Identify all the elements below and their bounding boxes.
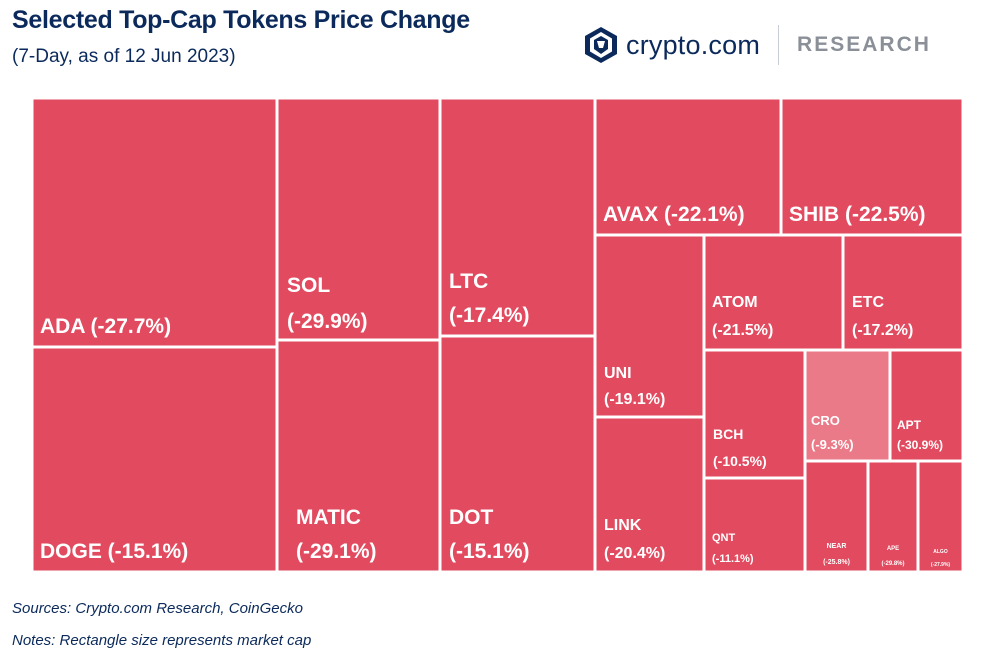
tile-shib: SHIB (-22.5%): [779, 96, 965, 237]
tile-value-sol: (-29.9%): [287, 310, 368, 333]
tile-label-avax: AVAX (-22.1%): [603, 203, 745, 226]
tile-rect-qnt: [702, 476, 807, 574]
tile-label-ada: ADA (-27.7%): [40, 315, 171, 338]
tile-rect-ltc: [438, 96, 597, 338]
tile-label-link: LINK: [604, 517, 642, 534]
tile-label-shib: SHIB (-22.5%): [789, 203, 926, 226]
tile-rect-doge: [30, 345, 279, 574]
brand-name: crypto.com: [626, 29, 761, 60]
tile-rect-matic: [275, 338, 442, 574]
brand-logo: crypto.com RESEARCH: [584, 24, 931, 66]
tile-value-qnt: (-11.1%): [712, 553, 754, 565]
tile-rect-bch: [702, 348, 807, 480]
tile-label-apt: APT: [897, 418, 922, 432]
tile-matic: MATIC (-29.1%): [275, 338, 442, 574]
tile-label-cro: CRO: [811, 413, 840, 428]
tile-label-near: NEAR: [827, 543, 847, 550]
tile-value-ltc: (-17.4%): [449, 304, 530, 327]
chart-notes: Notes: Rectangle size represents market …: [12, 632, 312, 649]
tile-value-algo: (-27.9%): [931, 562, 951, 568]
tile-apt: APT (-30.9%): [888, 348, 965, 463]
tile-avax: AVAX (-22.1%): [593, 96, 783, 237]
tile-value-bch: (-10.5%): [713, 453, 767, 469]
brand-section: RESEARCH: [797, 33, 931, 56]
tile-value-link: (-20.4%): [604, 545, 665, 562]
tile-near: NEAR (-25.8%): [803, 459, 870, 574]
tile-rect-ada: [30, 96, 279, 349]
tile-value-atom: (-21.5%): [712, 322, 773, 339]
tile-label-uni: UNI: [604, 365, 632, 382]
tile-sol: SOL (-29.9%): [275, 96, 442, 342]
tile-value-cro: (-9.3%): [811, 437, 854, 452]
tile-rect-algo: [916, 459, 965, 574]
tile-label-etc: ETC: [852, 294, 884, 311]
tile-rect-shib: [779, 96, 965, 237]
tile-label-ltc: LTC: [449, 270, 488, 293]
tile-label-ape: APE: [887, 546, 899, 552]
tile-link: LINK (-20.4%): [593, 415, 706, 574]
tile-value-ape: (-29.8%): [881, 561, 904, 567]
tile-label-atom: ATOM: [712, 294, 758, 311]
tile-ada: ADA (-27.7%): [30, 96, 279, 349]
tile-value-uni: (-19.1%): [604, 391, 665, 408]
tile-qnt: QNT (-11.1%): [702, 476, 807, 574]
tile-value-etc: (-17.2%): [852, 322, 913, 339]
tile-rect-link: [593, 415, 706, 574]
tile-value-dot: (-15.1%): [449, 540, 530, 563]
tile-dot: DOT (-15.1%): [438, 334, 597, 574]
tile-value-matic: (-29.1%): [296, 540, 377, 563]
tile-rect-dot: [438, 334, 597, 574]
tile-value-apt: (-30.9%): [897, 438, 943, 452]
tile-bch: BCH (-10.5%): [702, 348, 807, 480]
tile-uni: UNI (-19.1%): [593, 233, 706, 419]
tile-doge: DOGE (-15.1%): [30, 345, 279, 574]
tile-ltc: LTC (-17.4%): [438, 96, 597, 338]
tile-label-sol: SOL: [287, 274, 330, 297]
tile-value-near: (-25.8%): [823, 559, 850, 566]
tile-ape: APE (-29.8%): [866, 459, 920, 574]
chart-title: Selected Top-Cap Tokens Price Change: [12, 6, 470, 34]
tile-label-dot: DOT: [449, 506, 494, 529]
tile-label-qnt: QNT: [712, 532, 736, 544]
chart-subtitle: (7-Day, as of 12 Jun 2023): [12, 46, 236, 67]
tile-rect-apt: [888, 348, 965, 463]
tile-rect-avax: [593, 96, 783, 237]
tile-label-matic: MATIC: [296, 506, 361, 529]
tile-rect-near: [803, 459, 870, 574]
crypto-com-lion-shield-icon: [585, 27, 617, 63]
tile-atom: ATOM (-21.5%): [702, 233, 845, 352]
logo-divider: [778, 25, 780, 65]
tile-rect-sol: [275, 96, 442, 342]
tile-cro: CRO (-9.3%): [803, 348, 892, 463]
tile-etc: ETC (-17.2%): [841, 233, 965, 352]
chart-sources: Sources: Crypto.com Research, CoinGecko: [12, 600, 303, 617]
tile-rect-ape: [866, 459, 920, 574]
tile-rect-uni: [593, 233, 706, 419]
tile-label-doge: DOGE (-15.1%): [40, 540, 188, 563]
tile-label-bch: BCH: [713, 426, 743, 442]
tile-label-algo: ALGO: [933, 549, 948, 555]
tile-algo: ALGO (-27.9%): [916, 459, 965, 574]
